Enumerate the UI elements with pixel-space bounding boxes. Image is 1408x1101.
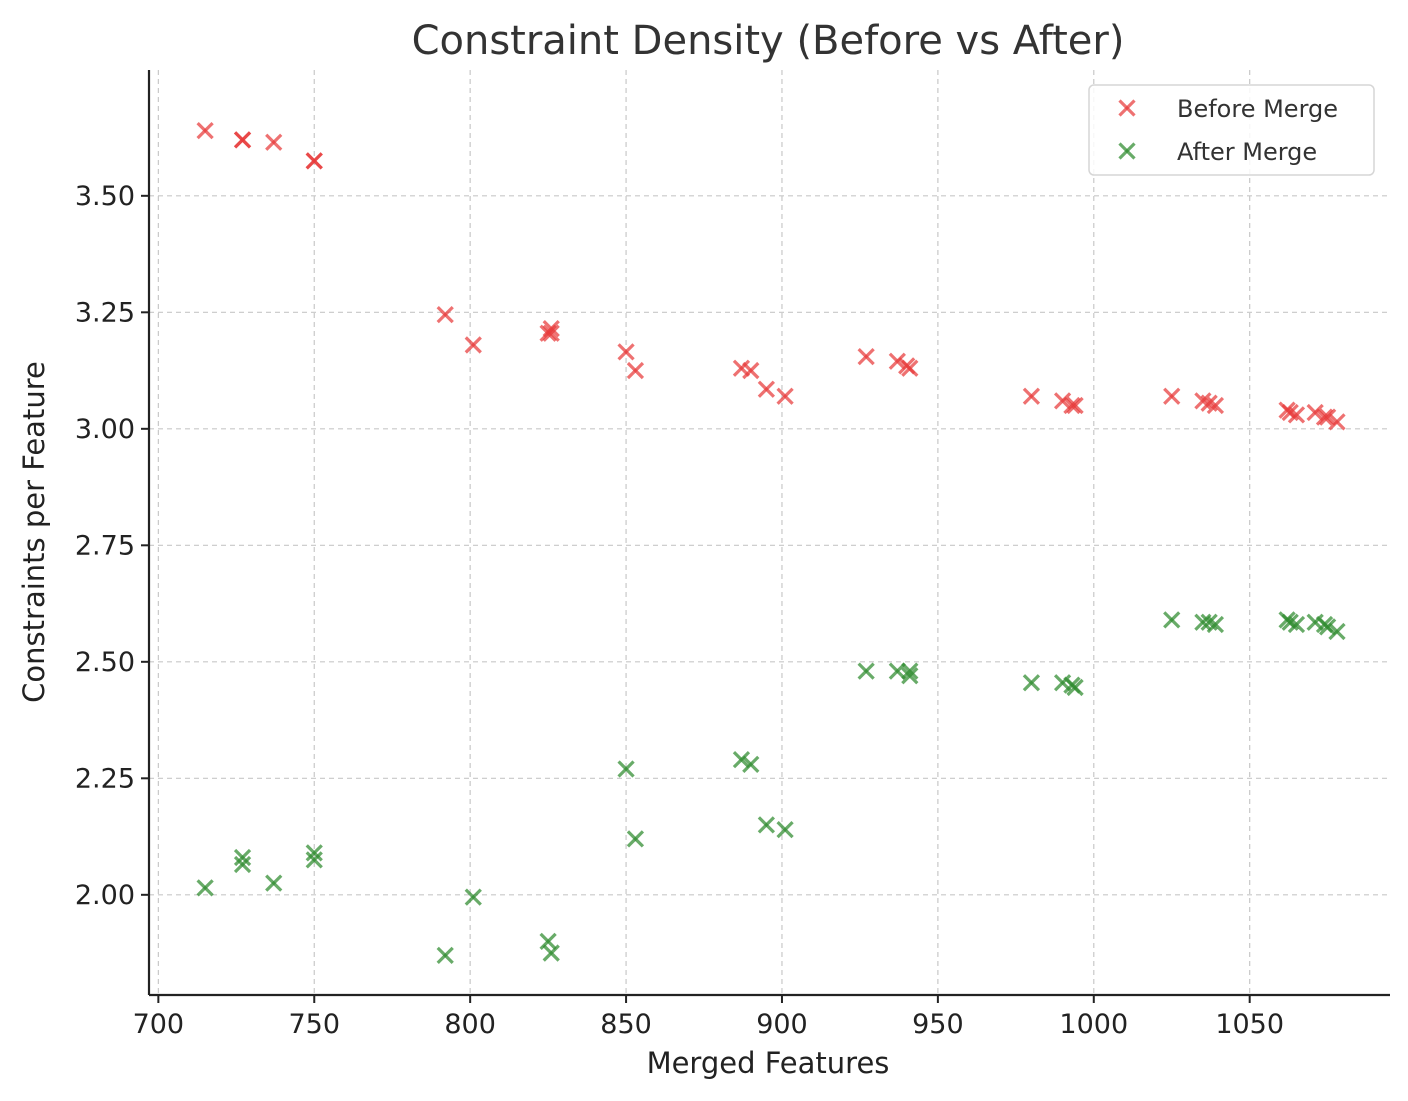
chart-title: Constraint Density (Before vs After) — [412, 18, 1125, 64]
y-tick-label: 2.00 — [75, 880, 135, 911]
data-point — [757, 380, 776, 398]
data-point — [742, 361, 760, 380]
data-point — [436, 946, 454, 965]
data-point — [888, 662, 906, 680]
data-point — [1066, 678, 1084, 697]
data-point — [1287, 615, 1306, 634]
data-points — [196, 121, 1346, 965]
data-point — [1063, 396, 1081, 415]
y-tick-label: 2.50 — [75, 647, 135, 678]
legend-label: After Merge — [1177, 138, 1317, 166]
data-point — [265, 874, 283, 892]
y-tick-label: 2.75 — [75, 530, 135, 561]
data-point — [1066, 396, 1084, 415]
data-point — [1328, 622, 1346, 641]
data-point — [1163, 611, 1181, 629]
data-point — [1022, 387, 1041, 405]
x-axis-label: Merged Features — [647, 1046, 890, 1080]
data-point — [464, 888, 482, 906]
data-point — [542, 319, 560, 338]
data-point — [542, 944, 560, 962]
x-tick-label: 750 — [288, 1009, 340, 1040]
y-tick-label: 2.25 — [75, 763, 135, 794]
data-point — [542, 324, 560, 342]
x-tick-label: 1050 — [1215, 1009, 1284, 1040]
data-point — [1319, 618, 1337, 636]
grid — [149, 70, 1390, 995]
data-point — [305, 851, 323, 869]
data-point — [857, 347, 875, 366]
x-tick-label: 900 — [756, 1009, 808, 1040]
legend-marker — [1118, 99, 1136, 117]
data-point — [1306, 403, 1324, 422]
data-point — [757, 816, 776, 834]
y-axis-label: Constraints per Feature — [17, 361, 51, 703]
data-point — [776, 820, 794, 839]
data-point — [265, 133, 283, 151]
data-point — [305, 152, 323, 170]
data-point — [1328, 413, 1346, 431]
legend: Before Merge After Merge — [1088, 84, 1375, 176]
legend-label: Before Merge — [1177, 95, 1338, 123]
data-point — [1315, 408, 1334, 426]
data-point — [626, 361, 645, 380]
series-after-merge — [196, 611, 1346, 965]
data-point — [732, 751, 751, 769]
data-point — [626, 830, 645, 848]
x-axis-ticks: 700 750 800 850 900 950 1000 1050 — [133, 995, 1284, 1040]
legend-marker — [1118, 142, 1136, 160]
data-point — [617, 760, 635, 778]
y-tick-label: 3.00 — [75, 414, 135, 445]
data-point — [901, 359, 919, 377]
data-point — [776, 387, 794, 405]
data-point — [464, 336, 482, 354]
data-point — [305, 844, 323, 862]
data-point — [901, 662, 919, 680]
x-tick-label: 700 — [133, 1009, 185, 1040]
data-point — [436, 306, 454, 324]
x-tick-label: 850 — [600, 1009, 652, 1040]
data-point — [196, 879, 214, 897]
data-point — [742, 755, 760, 773]
legend-box — [1088, 84, 1375, 176]
data-point — [888, 352, 906, 370]
x-tick-label: 950 — [912, 1009, 964, 1040]
y-tick-label: 3.50 — [75, 181, 135, 212]
data-point — [233, 855, 252, 874]
data-point — [1053, 392, 1072, 410]
data-point — [1206, 396, 1225, 415]
x-tick-label: 800 — [444, 1009, 496, 1040]
data-point — [1206, 615, 1225, 634]
data-point — [233, 848, 252, 867]
data-point — [901, 667, 919, 685]
x-tick-label: 1000 — [1059, 1009, 1128, 1040]
y-tick-label: 3.25 — [75, 297, 135, 328]
data-point — [1319, 408, 1337, 426]
data-point — [1022, 674, 1041, 692]
data-point — [1287, 406, 1306, 424]
data-point — [1163, 387, 1181, 405]
data-point — [617, 343, 635, 361]
y-axis-ticks: 2.00 2.25 2.50 2.75 3.00 3.25 3.50 — [75, 181, 149, 911]
series-before-merge — [196, 121, 1346, 431]
data-point — [233, 131, 252, 149]
data-point — [857, 662, 875, 680]
data-point — [196, 121, 214, 140]
